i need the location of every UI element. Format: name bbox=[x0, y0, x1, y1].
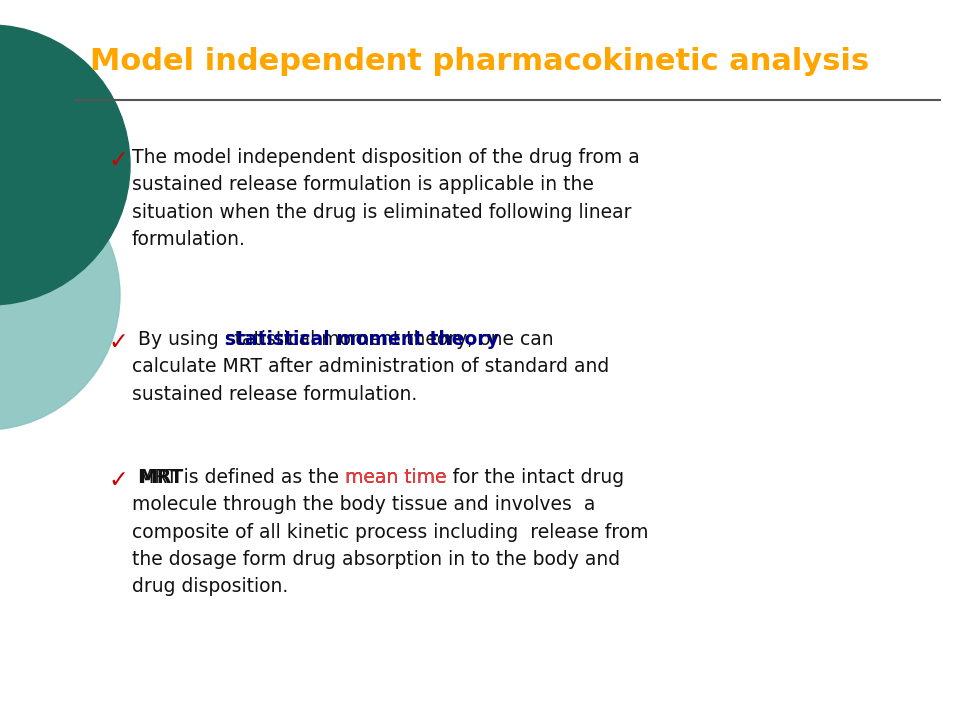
Text: ✓: ✓ bbox=[108, 468, 128, 492]
Text: MRT: MRT bbox=[138, 468, 183, 487]
Text: MRT is defined as the mean time for the intact drug
molecule through the body ti: MRT is defined as the mean time for the … bbox=[132, 468, 649, 596]
Circle shape bbox=[0, 25, 130, 305]
Text: statistical moment theory: statistical moment theory bbox=[225, 330, 498, 349]
Text: By using statistical moment theory, one can
calculate MRT after administration o: By using statistical moment theory, one … bbox=[132, 330, 610, 403]
Text: mean time: mean time bbox=[345, 468, 446, 487]
Text: Model independent pharmacokinetic analysis: Model independent pharmacokinetic analys… bbox=[90, 48, 870, 76]
Text: ✓: ✓ bbox=[108, 330, 128, 354]
Circle shape bbox=[0, 160, 120, 430]
Text: ✓: ✓ bbox=[108, 148, 128, 172]
Text: The model independent disposition of the drug from a
sustained release formulati: The model independent disposition of the… bbox=[132, 148, 639, 248]
